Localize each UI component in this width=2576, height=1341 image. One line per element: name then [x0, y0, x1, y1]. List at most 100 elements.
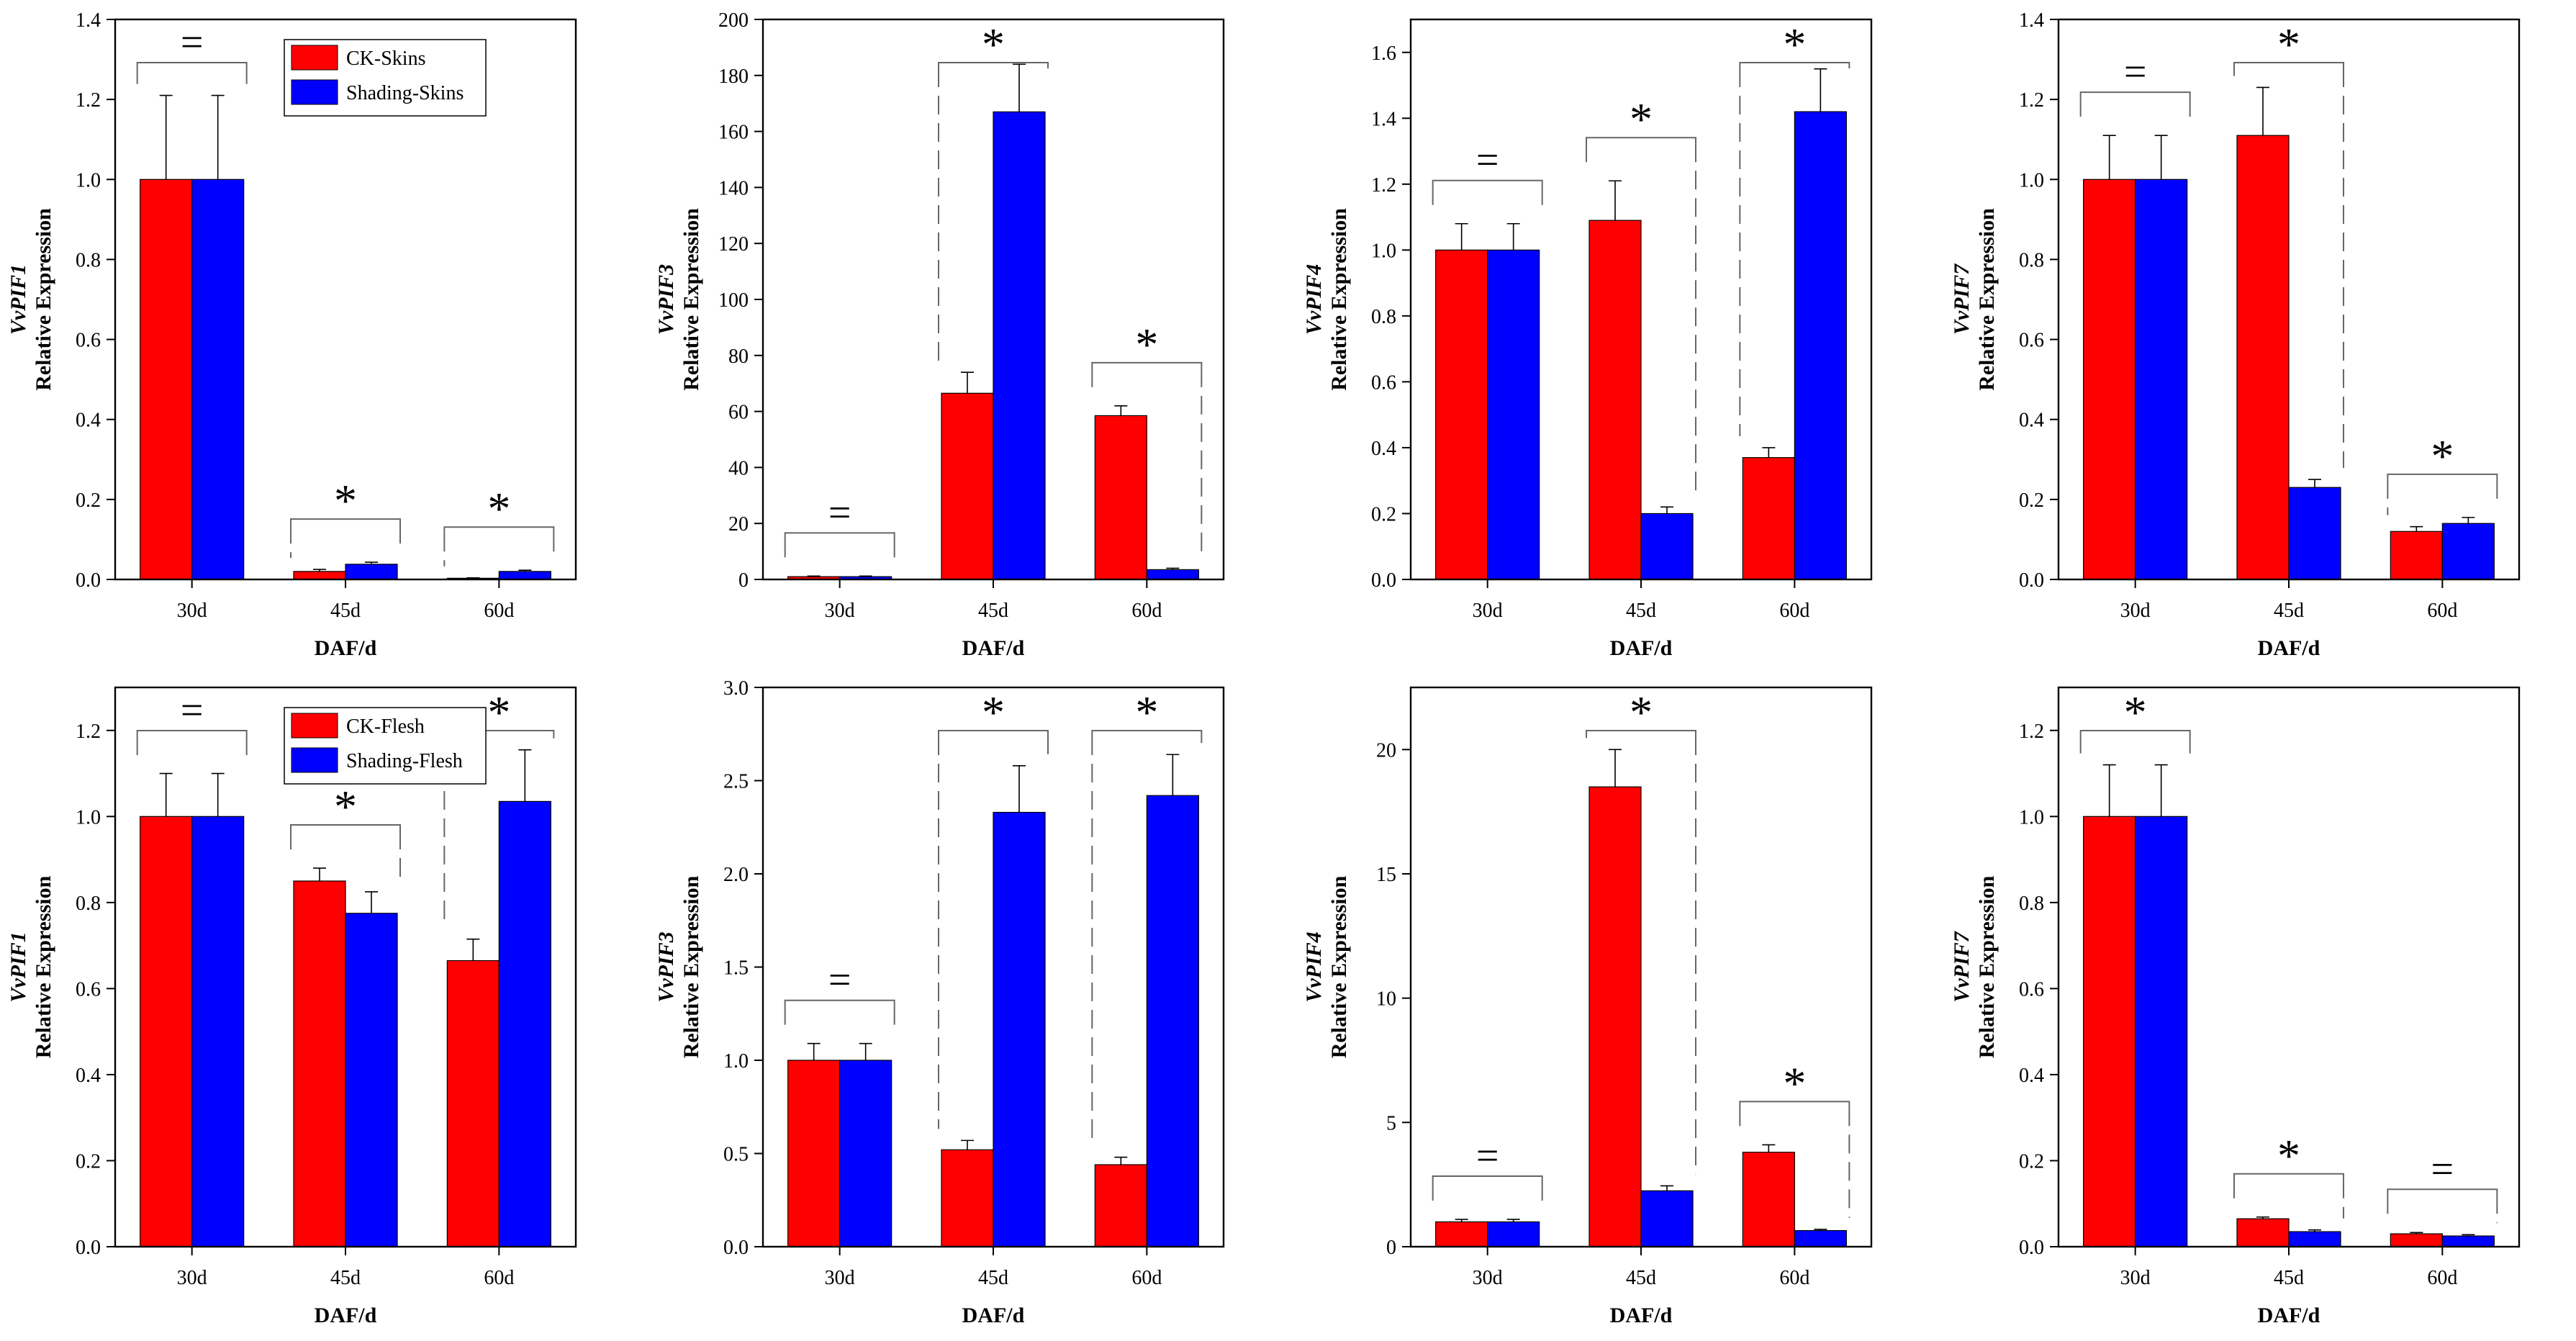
y-tick-label: 1.0	[1371, 240, 1396, 262]
x-tick-label: 30d	[1473, 1267, 1503, 1289]
significance-equal: =	[181, 20, 204, 65]
bar-shading-60d	[2441, 1235, 2495, 1247]
legend-label: CK-Flesh	[346, 715, 425, 738]
y-tick-label: 0.4	[1371, 438, 1396, 460]
bar-shading-45d	[993, 811, 1046, 1247]
significance-star: *	[334, 781, 357, 832]
y-tick-label: 1.2	[2019, 721, 2044, 743]
bar-control-45d	[1588, 786, 1642, 1247]
y-axis-gene-label: VvPIF3	[654, 264, 678, 335]
y-axis-label: Relative Expression	[679, 208, 703, 391]
significance-equal: =	[181, 688, 204, 733]
y-tick-label: 1.2	[1371, 174, 1396, 197]
bar-control-60d	[1094, 1164, 1147, 1247]
x-axis-label: DAF/d	[962, 1304, 1025, 1327]
x-tick-label: 30d	[2120, 600, 2151, 622]
bar-control-30d	[787, 1060, 841, 1247]
significance-star: *	[2277, 19, 2300, 70]
significance-star: *	[1783, 19, 1806, 70]
significance-equal: =	[828, 958, 851, 1003]
y-tick-label: 0.6	[2019, 330, 2044, 352]
legend-swatch-shading	[291, 79, 338, 105]
legend-swatch-control	[291, 713, 338, 739]
significance-bracket	[290, 824, 401, 831]
plot-frame	[2057, 686, 2521, 1248]
legend-swatch-control	[291, 45, 338, 71]
y-axis-label: Relative Expression	[1327, 875, 1351, 1058]
y-tick-label: 1.0	[2019, 169, 2044, 191]
y-tick-label: 140	[718, 177, 749, 199]
chart-panel-2: 0 20 40 60 80 100 120 140 160 180 200 = 30d * 45d * 60d D…	[654, 9, 1225, 660]
chart-panel-7: 0 5 10 15 20 = 30d * 45d * 60d DAF/d VvPIF4 Relative …	[1302, 686, 1873, 1327]
x-axis-label: DAF/d	[315, 1304, 377, 1327]
significance-bracket	[1091, 361, 1203, 369]
y-tick-label: 0.6	[2019, 978, 2044, 1001]
plot-frame	[2057, 18, 2521, 581]
significance-star: *	[982, 19, 1005, 70]
y-tick-label: 0.6	[76, 978, 101, 1001]
y-tick-label: 0.0	[76, 569, 101, 592]
y-tick-label: 0.6	[1371, 371, 1396, 394]
y-axis-label: Relative Expression	[1975, 208, 1999, 391]
x-tick-label: 45d	[1626, 600, 1656, 622]
y-tick-label: 0.8	[2019, 249, 2044, 271]
y-tick-label: 0.4	[76, 1065, 101, 1087]
x-tick-label: 60d	[1131, 600, 1162, 622]
bar-shading-60d	[2441, 523, 2495, 580]
significance-bracket	[1432, 1175, 1543, 1183]
bar-control-60d	[1742, 1152, 1795, 1247]
significance-bracket	[2079, 730, 2191, 736]
y-tick-label: 1.2	[76, 89, 101, 112]
y-tick-label: 1.0	[723, 1050, 749, 1073]
significance-star: *	[1630, 94, 1653, 145]
y-tick-label: 0.8	[1371, 306, 1396, 328]
y-tick-label: 0.6	[76, 330, 101, 352]
legend-swatch-shading	[291, 747, 338, 773]
legend-label: CK-Skins	[346, 48, 425, 70]
bar-control-45d	[941, 392, 994, 580]
y-tick-label: 3.0	[723, 677, 749, 700]
y-tick-label: 0.8	[76, 893, 101, 915]
y-tick-label: 1.5	[723, 957, 749, 980]
bar-shading-60d	[1146, 569, 1199, 580]
y-tick-label: 0.0	[723, 1237, 749, 1259]
x-axis-label: DAF/d	[962, 636, 1025, 660]
bar-control-30d	[2083, 816, 2136, 1247]
bar-shading-60d	[1794, 111, 1847, 580]
plot-frame	[1409, 686, 1873, 1248]
chart-panel-6: 0.0 0.5 1.0 1.5 2.0 2.5 3.0 = 30d * 45d * 60d DAF/d Vv…	[654, 677, 1225, 1327]
y-axis-gene-label: VvPIF7	[1950, 263, 1974, 335]
significance-equal: =	[2124, 50, 2147, 94]
significance-star: *	[1630, 687, 1653, 738]
x-tick-label: 30d	[2120, 1267, 2151, 1289]
bar-control-60d	[2390, 530, 2443, 580]
bar-control-60d	[1094, 415, 1147, 580]
y-tick-label: 0.2	[2019, 1150, 2044, 1173]
significance-bracket	[938, 730, 1049, 736]
chart-panel-3: 0.0 0.2 0.4 0.6 0.8 1.0 1.2 1.4 1.6 = 30d * 45d * 60d D…	[1302, 18, 1873, 660]
plot-frame	[761, 18, 1225, 581]
bar-shading-30d	[1487, 249, 1540, 580]
bar-shading-30d	[2135, 179, 2188, 580]
x-tick-label: 45d	[2274, 1267, 2304, 1289]
significance-bracket	[1586, 137, 1696, 144]
bar-control-30d	[1435, 1221, 1488, 1247]
y-tick-label: 0.2	[76, 1150, 101, 1173]
x-tick-label: 45d	[330, 600, 361, 622]
x-tick-label: 30d	[1473, 600, 1503, 622]
bar-shading-30d	[191, 179, 245, 580]
y-tick-label: 1.6	[1371, 42, 1396, 65]
significance-star: *	[487, 687, 510, 738]
bar-shading-45d	[1640, 513, 1694, 580]
x-tick-label: 45d	[1626, 1267, 1656, 1289]
chart-panel-5: 0.0 0.2 0.4 0.6 0.8 1.0 1.2 = 30d * 45d * 60d DAF/d Vv…	[6, 686, 577, 1327]
bar-control-45d	[941, 1149, 994, 1247]
y-tick-label: 5	[1386, 1112, 1396, 1134]
significance-bracket	[136, 730, 248, 736]
legend: CK-Skins Shading-Skins	[284, 39, 487, 117]
significance-bracket	[1091, 730, 1203, 736]
y-tick-label: 1.2	[2019, 89, 2044, 112]
significance-bracket	[136, 62, 248, 68]
x-tick-label: 60d	[1779, 1267, 1809, 1289]
